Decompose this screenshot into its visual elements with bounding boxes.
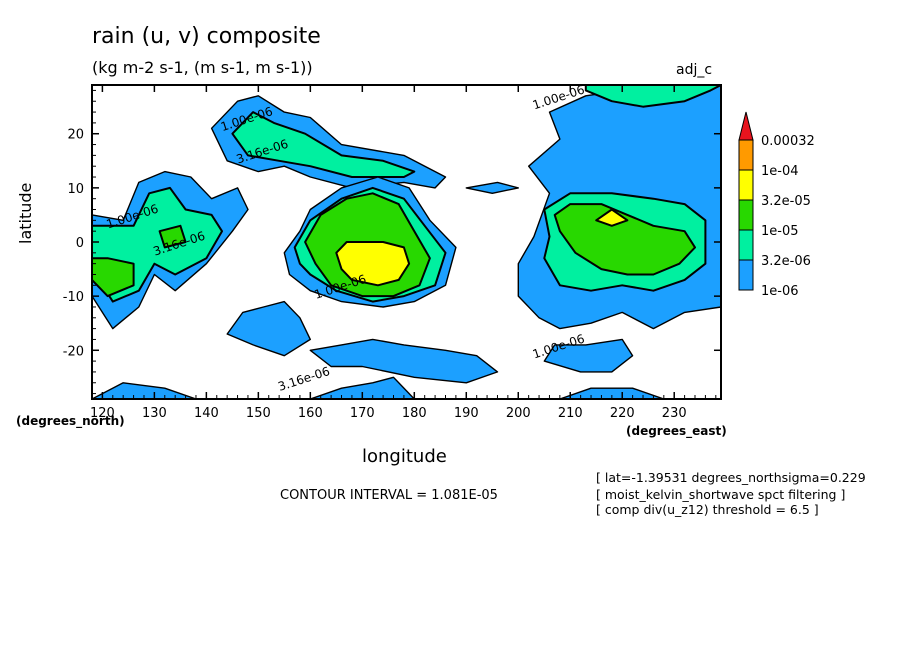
- contour-region-10: [226, 300, 311, 357]
- x-tick-label: 180: [402, 406, 427, 421]
- x-tick-label: 130: [142, 406, 167, 421]
- contour-region-3: [158, 224, 187, 249]
- x-tick-label: 120: [90, 406, 115, 421]
- contour-region-17: [584, 85, 721, 108]
- x-tick-label: 200: [506, 406, 531, 421]
- x-axis-units: (degrees_east): [626, 424, 727, 438]
- contour-region-14: [465, 181, 519, 195]
- colorbar-swatch-2: [738, 199, 754, 231]
- contour-region-12: [309, 376, 415, 399]
- colorbar: 1e-06 3.2e-06 1e-05 3.2e-05 1e-04 0.00032: [738, 111, 815, 299]
- colorbar-label: 1e-05: [761, 224, 799, 239]
- x-tick-label: 220: [610, 406, 635, 421]
- colorbar-swatch-3: [738, 169, 754, 201]
- x-axis: 120 130 140 150 160 170 180 190 200 210 220 230: [90, 85, 717, 421]
- contour-interval: CONTOUR INTERVAL = 1.081E-05: [280, 488, 498, 503]
- note-threshold: [ comp div(u_z12) threshold = 6.5 ]: [596, 502, 819, 517]
- contour-region-13: [92, 382, 197, 399]
- colorbar-label: 3.2e-05: [761, 194, 811, 209]
- colorbar-arrow: [738, 111, 754, 141]
- dataset-label: adj_c: [676, 62, 713, 78]
- colorbar-label: 3.2e-06: [761, 254, 811, 269]
- x-tick-label: 190: [454, 406, 479, 421]
- x-tick-label: 150: [246, 406, 271, 421]
- chart-units: (kg m-2 s-1, (m s-1, m s-1)): [92, 58, 313, 77]
- y-tick-label: 0: [76, 236, 84, 251]
- contour-region-5: [231, 111, 416, 178]
- contour-region-9: [335, 241, 411, 287]
- colorbar-label: 0.00032: [761, 134, 815, 149]
- x-tick-label: 160: [298, 406, 323, 421]
- contour-region-2: [92, 257, 135, 298]
- y-tick-label: -10: [63, 290, 84, 305]
- y-tick-label: 10: [67, 182, 84, 197]
- chart-title: rain (u, v) composite: [92, 24, 321, 49]
- contour-plot: 1.00e-061.00e-063.16e-061.00e-063.16e-06…: [63, 84, 815, 421]
- y-axis-units: (degrees_north): [16, 414, 125, 428]
- colorbar-label: 1e-04: [761, 164, 799, 179]
- x-tick-label: 210: [558, 406, 583, 421]
- x-axis-label: longitude: [362, 446, 447, 467]
- contour-region-19: [595, 208, 629, 227]
- y-axis: -20 -10 0 10 20: [63, 89, 721, 395]
- contour-region-20: [543, 338, 634, 373]
- x-tick-label: 230: [662, 406, 687, 421]
- note-filtering: [ moist_kelvin_shortwave spct filtering …: [596, 487, 846, 502]
- colorbar-swatch-4: [738, 139, 754, 171]
- y-tick-label: -20: [63, 344, 84, 359]
- colorbar-swatch-1: [738, 229, 754, 261]
- x-tick-label: 140: [194, 406, 219, 421]
- contour-region-18: [553, 203, 696, 276]
- y-axis-label: latitude: [16, 182, 35, 244]
- y-tick-label: 20: [67, 128, 84, 143]
- contour-region-21: [559, 387, 665, 399]
- note-latitude: [ lat=-1.39531 degrees_northsigma=0.229: [596, 470, 866, 485]
- x-tick-label: 170: [350, 406, 375, 421]
- contour-regions: [92, 85, 721, 399]
- contour-region-11: [309, 338, 499, 384]
- colorbar-label: 1e-06: [761, 284, 799, 299]
- colorbar-swatch-0: [738, 259, 754, 291]
